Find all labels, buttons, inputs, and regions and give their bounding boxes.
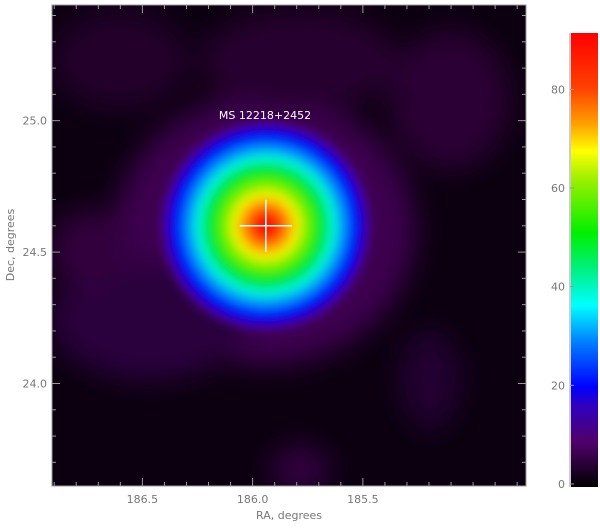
x-tick-label: 185.5 bbox=[347, 493, 379, 506]
y-tick-label: 24.0 bbox=[23, 377, 48, 390]
plot-frame bbox=[51, 4, 527, 487]
heatmap-image bbox=[52, 5, 526, 486]
colorbar-tick-label: 60 bbox=[551, 182, 565, 195]
colorbar-ticks: 0 20 40 60 80 bbox=[551, 83, 574, 491]
heatmap-cell bbox=[270, 445, 330, 486]
colorbar-tick-label: 80 bbox=[551, 83, 565, 96]
x-tick-label: 186.5 bbox=[127, 493, 159, 506]
heatmap-cell bbox=[200, 10, 400, 110]
x-tick-label: 186.0 bbox=[237, 493, 269, 506]
source-cross-marker bbox=[239, 199, 292, 252]
heatmap-cell bbox=[52, 210, 130, 290]
x-axis-label: RA, degrees bbox=[256, 509, 322, 522]
heatmap-cell bbox=[400, 330, 460, 430]
colorbar bbox=[571, 33, 598, 487]
colorbar-tick-label: 40 bbox=[551, 281, 565, 294]
y-tick-label: 24.5 bbox=[23, 246, 48, 259]
y-tick-label: 25.0 bbox=[23, 115, 48, 128]
heatmap-cell bbox=[390, 30, 510, 170]
colorbar-tick-label: 0 bbox=[558, 478, 565, 491]
heatmap-cell bbox=[52, 10, 190, 110]
colorbar-tick-label: 20 bbox=[551, 379, 565, 392]
y-axis: 24.0 24.5 25.0 bbox=[23, 15, 526, 463]
y-axis-label: Dec, degrees bbox=[4, 208, 17, 281]
source-label: MS 12218+2452 bbox=[219, 109, 311, 122]
x-axis: 186.5 186.0 185.5 bbox=[53, 5, 518, 506]
